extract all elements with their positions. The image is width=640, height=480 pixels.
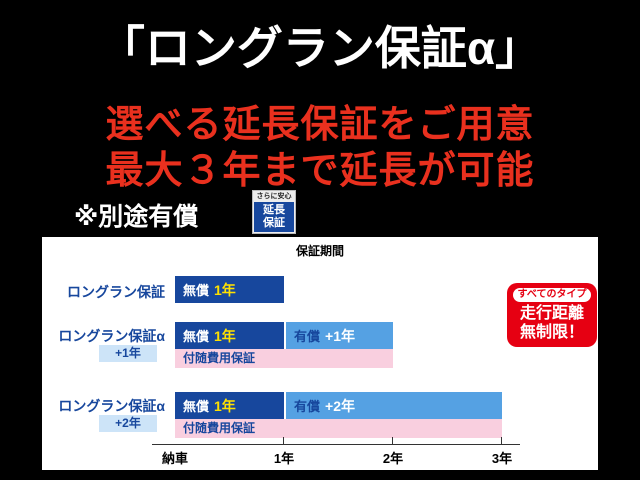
badge-line1: 走行距離 (519, 305, 584, 322)
row3-free-bar: 無償 1年 (175, 392, 284, 419)
warranty-period-chart: 保証期間 ロングラン保証 無償 1年 ロングラン保証α +1年 無償 1年 有償… (42, 237, 598, 470)
row2-free-prefix: 無償 (183, 329, 210, 344)
x-axis-line (152, 444, 520, 445)
x-axis-tick-2year (392, 437, 393, 444)
row3-label: ロングラン保証α (58, 398, 165, 414)
subtitle-line2: 最大３年まで延長が可能 (105, 150, 535, 192)
row3-extension-tag: +2年 (99, 415, 157, 432)
row3-paid-prefix: 有償 (294, 399, 321, 414)
row2-paid-prefix: 有償 (294, 329, 321, 344)
x-axis-label-1year: 1年 (273, 451, 295, 466)
row1-free-bar: 無償 1年 (175, 276, 284, 303)
stamp-body: 延長 保証 (254, 202, 294, 232)
row2-label: ロングラン保証α (58, 328, 165, 344)
row3-free-value: 1年 (214, 397, 236, 414)
x-axis-label-delivery: 納車 (161, 451, 188, 466)
stamp-body-line2: 保証 (263, 217, 285, 229)
unlimited-mileage-badge: すべてのタイプ 走行距離 無制限！ (507, 283, 597, 347)
row2-paid-bar: 有償 +1年 (284, 322, 393, 349)
x-axis-label-2year: 2年 (382, 451, 404, 466)
subtitle-line1: 選べる延長保証をご用意 (105, 104, 535, 146)
row1-free-value: 1年 (214, 281, 236, 298)
extended-warranty-stamp-icon: さらに安心 延長 保証 (252, 190, 296, 234)
stamp-body-line1: 延長 (263, 204, 285, 216)
row1-label: ロングラン保証 (67, 284, 165, 300)
badge-pill-label: すべてのタイプ (513, 288, 591, 302)
stamp-top-label: さらに安心 (256, 193, 292, 200)
x-axis-label-3year: 3年 (491, 451, 513, 466)
row2-paid-value: +1年 (325, 327, 355, 344)
x-axis-tick-3year (501, 437, 502, 444)
row3-paid-value: +2年 (325, 397, 355, 414)
row2-incidental-cost-bar: 付随費用保証 (175, 349, 393, 368)
row3-free-prefix: 無償 (183, 399, 210, 414)
page-title: 「ロングラン保証α」 (98, 22, 542, 74)
x-axis-tick-1year (283, 437, 284, 444)
paid-option-note: ※別途有償 (74, 203, 199, 231)
row2-free-value: 1年 (214, 327, 236, 344)
chart-title: 保証期間 (295, 244, 344, 258)
row1-free-prefix: 無償 (183, 283, 210, 298)
row3-incidental-cost-bar: 付随費用保証 (175, 419, 502, 438)
row2-free-bar: 無償 1年 (175, 322, 284, 349)
row3-paid-bar: 有償 +2年 (284, 392, 502, 419)
badge-line2: 無制限！ (519, 324, 584, 341)
row2-extension-tag: +1年 (99, 345, 157, 362)
